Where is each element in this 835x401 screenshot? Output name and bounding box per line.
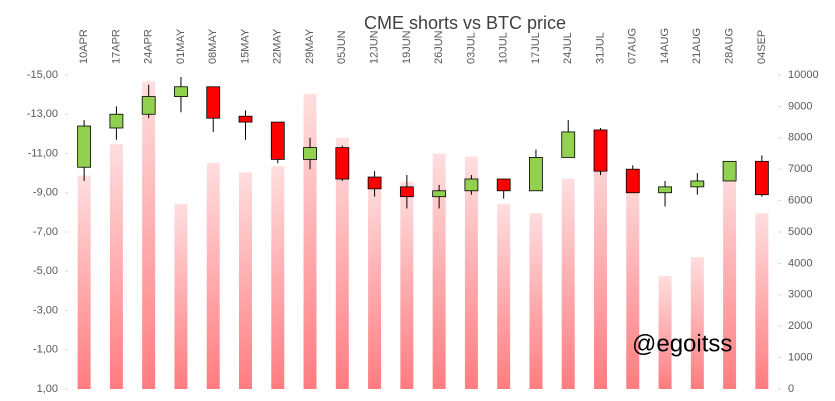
candle-body (529, 157, 543, 192)
y-tick-label: -3,00 (33, 304, 58, 316)
bar (497, 203, 511, 389)
candle-body (496, 178, 511, 192)
bar (335, 137, 349, 389)
x-tick-label: 24APR (143, 29, 155, 64)
x-tick-label: 01MAY (175, 28, 187, 64)
x-tick-label: 15MAY (239, 28, 251, 64)
y2-tick-label: 0 (788, 383, 794, 395)
x-tick-label: 26JUN (433, 30, 445, 64)
bar (400, 181, 414, 389)
y-tick-label: 1,00 (37, 383, 58, 395)
bar (690, 257, 704, 389)
x-tick-label: 04SEP (756, 30, 768, 64)
x-tick-label: 21AUG (691, 28, 703, 64)
candle-body (625, 168, 640, 194)
y2-tick-label: 2000 (788, 320, 812, 332)
x-tick-label: 07AUG (627, 28, 639, 64)
candle-body (464, 178, 479, 192)
bar (755, 213, 769, 389)
candle-body (109, 113, 124, 129)
y2-tick-label: 8000 (788, 132, 812, 144)
y2-tick-label: 3000 (788, 289, 812, 301)
x-tick-label: 10JUL (498, 32, 510, 64)
y2-tick-label: 1000 (788, 352, 812, 364)
bar (77, 175, 91, 389)
x-tick-label: 22MAY (272, 28, 284, 64)
bar (723, 169, 737, 389)
watermark: @egoitss (632, 330, 732, 357)
candle-body (593, 129, 608, 172)
candle-body (238, 115, 253, 123)
bar (432, 153, 446, 389)
x-tick-label: 03JUL (465, 32, 477, 64)
candle-body (367, 176, 382, 190)
bar (206, 162, 220, 389)
candle-body (174, 86, 188, 97)
bar (594, 140, 607, 389)
candle-body (206, 86, 221, 119)
bar (464, 156, 478, 389)
bar (239, 172, 252, 389)
y-tick-label: -1,00 (33, 344, 58, 356)
candle-body (77, 125, 92, 168)
candle-body (754, 160, 769, 196)
x-tick-label: 28AUG (723, 28, 735, 64)
bar-layer (77, 81, 769, 389)
y-tick-label: -7,00 (33, 226, 58, 238)
candle-body (270, 121, 285, 160)
bar (626, 169, 640, 389)
candle-body (561, 131, 576, 158)
candle-body (303, 147, 317, 160)
x-tick-label: 19JUN (401, 30, 413, 64)
x-tick-label: 29MAY (304, 28, 316, 64)
x-tick-label: 05JUN (336, 30, 348, 64)
candle-body (690, 180, 705, 188)
y-tick-label: -13,00 (27, 108, 58, 120)
bar (529, 213, 543, 389)
candle-body (722, 160, 737, 182)
y2-tick-label: 10000 (788, 69, 819, 81)
chart-title: CME shorts vs BTC price (364, 13, 566, 33)
y-tick-label: -5,00 (33, 265, 58, 277)
bar (303, 93, 317, 389)
y-tick-label: -11,00 (28, 147, 58, 159)
x-tick-label: 31JUL (594, 32, 606, 64)
candle-body (658, 186, 672, 194)
x-tick-label: 12JUN (368, 30, 380, 64)
bar (368, 178, 382, 389)
candle-body (399, 186, 414, 198)
bar (142, 81, 156, 389)
x-tick-label: 08MAY (207, 28, 219, 64)
x-tick-label: 14AUG (659, 28, 671, 64)
y2-tick-label: 5000 (788, 226, 812, 238)
bar (109, 144, 123, 389)
y2-tick-label: 7000 (788, 163, 812, 175)
bar (174, 203, 188, 389)
candle-body (141, 96, 156, 115)
candle-body (335, 147, 350, 180)
x-tick-label: 10APR (78, 29, 90, 64)
bar (271, 166, 285, 389)
x-tick-label: 17APR (110, 29, 122, 64)
x-tick-label: 24JUL (562, 32, 574, 64)
x-tick-label: 17JUL (530, 32, 542, 64)
y-tick-label: -9,00 (33, 187, 58, 199)
candle-layer (77, 76, 769, 209)
y-tick-label: -15,00 (27, 69, 58, 81)
y2-tick-label: 6000 (788, 195, 812, 207)
y2-tick-label: 4000 (788, 257, 812, 269)
y2-tick-label: 9000 (788, 100, 812, 112)
bar (561, 178, 575, 389)
bar (658, 275, 672, 389)
candle-body (432, 190, 447, 198)
